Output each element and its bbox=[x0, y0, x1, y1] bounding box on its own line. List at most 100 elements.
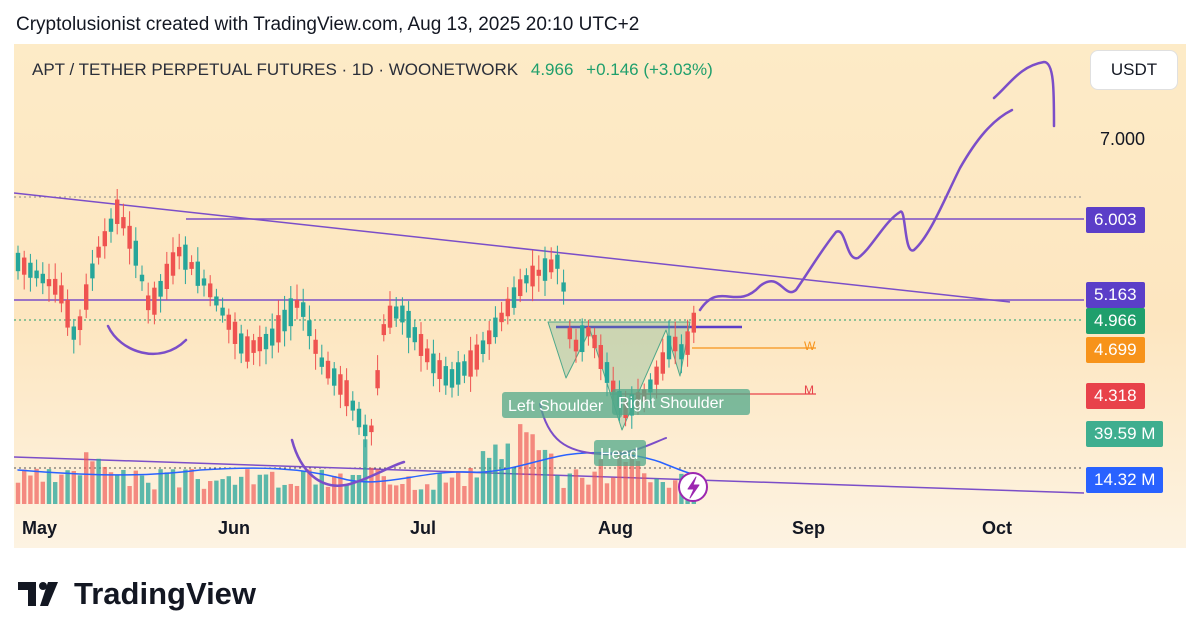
candle bbox=[245, 336, 250, 362]
price-badge-last: 4.966 bbox=[1086, 308, 1145, 334]
price-badge-trend: 5.163 bbox=[1086, 282, 1145, 308]
volume-bar bbox=[505, 443, 510, 504]
candle bbox=[363, 424, 368, 437]
candle bbox=[369, 425, 374, 433]
volume-bar bbox=[567, 473, 572, 504]
candle bbox=[201, 278, 207, 286]
volume-bar bbox=[673, 480, 678, 504]
volume-bar bbox=[22, 469, 27, 504]
candle bbox=[146, 295, 151, 311]
candle bbox=[536, 269, 541, 276]
volume-bar bbox=[387, 484, 393, 504]
volume-bar bbox=[456, 471, 461, 504]
candle bbox=[71, 326, 76, 340]
volume-bar bbox=[493, 444, 498, 504]
candle bbox=[425, 348, 430, 363]
candle bbox=[338, 374, 343, 395]
candle bbox=[177, 246, 182, 257]
candle bbox=[549, 259, 554, 273]
candle bbox=[133, 240, 138, 266]
volume-bar bbox=[400, 483, 405, 504]
candle bbox=[611, 380, 616, 393]
volume-bar bbox=[232, 484, 238, 504]
volume-bar bbox=[412, 489, 417, 504]
last-price: 4.966 bbox=[530, 60, 574, 79]
volume-bar bbox=[77, 475, 83, 504]
volume-bar bbox=[319, 469, 324, 504]
candle bbox=[530, 265, 535, 287]
candle bbox=[170, 252, 176, 276]
x-tick-label: Jul bbox=[410, 518, 437, 538]
candle bbox=[443, 366, 448, 386]
candle bbox=[493, 317, 498, 338]
volume-bar bbox=[332, 475, 337, 504]
volume-bar bbox=[263, 474, 269, 504]
volume-bar bbox=[15, 482, 21, 504]
candle bbox=[22, 257, 27, 275]
volume-bar bbox=[524, 432, 529, 504]
x-tick-label: Oct bbox=[982, 518, 1013, 538]
candle bbox=[288, 298, 293, 327]
volume-bar bbox=[71, 470, 76, 504]
candle bbox=[691, 312, 696, 333]
volume-bar bbox=[307, 469, 312, 504]
chart-svg[interactable]: Left Shoulder Head Right Shoulder W M bbox=[13, 44, 1186, 548]
y-tick-label: 7.000 bbox=[1100, 129, 1146, 149]
volume-bar bbox=[46, 469, 52, 504]
candle bbox=[319, 357, 324, 367]
candle bbox=[257, 336, 262, 352]
volume-bar bbox=[127, 486, 132, 504]
price-badge-w: 4.699 bbox=[1086, 337, 1145, 363]
volume-bar bbox=[418, 489, 424, 504]
candle bbox=[418, 334, 424, 356]
volume-bar bbox=[474, 477, 479, 504]
volume-bar bbox=[431, 489, 436, 504]
candle bbox=[387, 305, 393, 328]
x-tick-label: May bbox=[22, 518, 58, 538]
chart-credit: Cryptolusionist created with TradingView… bbox=[16, 14, 640, 35]
candle bbox=[195, 261, 200, 286]
volume-bar bbox=[65, 470, 70, 504]
candle bbox=[263, 333, 269, 350]
candle bbox=[412, 327, 417, 343]
candle bbox=[226, 314, 231, 330]
volume-bar bbox=[611, 477, 616, 504]
candle bbox=[555, 254, 560, 269]
pattern-area bbox=[547, 321, 691, 431]
candle bbox=[499, 312, 504, 323]
volume-bar bbox=[518, 424, 523, 504]
volume-bar bbox=[437, 472, 442, 504]
candle bbox=[307, 320, 312, 337]
volume-bar bbox=[561, 487, 566, 504]
price-badge-m: 4.318 bbox=[1086, 383, 1145, 409]
label-head-box bbox=[594, 440, 646, 466]
volume-bar bbox=[201, 488, 207, 504]
chart-area[interactable]: Left Shoulder Head Right Shoulder W M bbox=[13, 44, 1186, 548]
volume-bar bbox=[511, 467, 517, 504]
volume-bar bbox=[251, 484, 256, 504]
volume-bar bbox=[592, 471, 597, 504]
volume-bar bbox=[133, 470, 138, 504]
volume-bar bbox=[487, 457, 492, 504]
candle bbox=[53, 278, 58, 295]
volume-bar bbox=[170, 469, 176, 504]
volume-bar bbox=[301, 471, 306, 504]
volume-bar bbox=[214, 480, 219, 504]
volume-bar bbox=[623, 461, 628, 504]
candle bbox=[487, 330, 492, 345]
volume-bar bbox=[325, 486, 331, 504]
brand-name: TradingView bbox=[74, 576, 257, 611]
volume-bar bbox=[257, 474, 262, 504]
drawing-curve bbox=[290, 438, 406, 487]
volume-bar bbox=[480, 451, 486, 504]
currency-button[interactable]: USDT bbox=[1090, 50, 1178, 90]
volume-bar bbox=[164, 472, 169, 504]
volume-bar bbox=[629, 452, 634, 504]
volume-bar bbox=[121, 469, 126, 504]
candle bbox=[679, 344, 684, 360]
volume-bar bbox=[183, 469, 188, 504]
volume-bar bbox=[245, 469, 250, 504]
volume-bar bbox=[220, 479, 225, 504]
candle bbox=[480, 340, 486, 354]
volume-bar bbox=[294, 485, 300, 504]
